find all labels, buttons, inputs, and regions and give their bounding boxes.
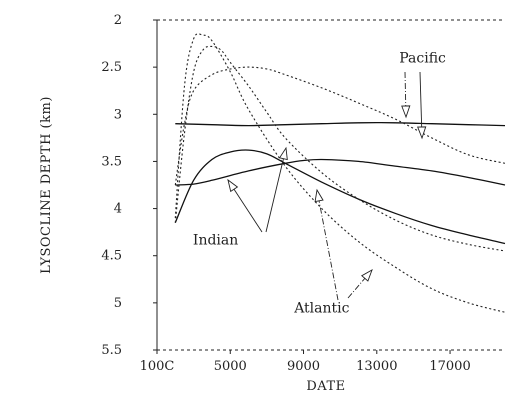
y-axis-ticks: 2 2.5 3 3.5 4 4.5 5 5.5	[101, 13, 157, 358]
series-atlantic-dotted	[174, 33, 506, 313]
plot-frame	[156, 19, 505, 351]
y-tick-label: 3	[114, 107, 122, 122]
y-axis-title: LYSOCLINE DEPTH (km)	[39, 96, 54, 274]
leader-line	[265, 147, 287, 233]
leader-line	[316, 189, 339, 301]
annotation-indian: Indian	[193, 232, 238, 248]
arrow-head	[227, 178, 239, 193]
annotation-atlantic: Atlantic	[293, 300, 349, 316]
x-tick-label: 17000	[429, 359, 470, 374]
x-axis-title: DATE	[306, 379, 345, 394]
annotation-pacific: Pacific	[399, 50, 446, 66]
arrow-head	[401, 105, 411, 119]
series-indian-dotted	[174, 45, 506, 252]
arrow-head	[361, 269, 373, 282]
y-tick-label: 4.5	[101, 249, 122, 264]
y-tick-label: 5.5	[101, 343, 122, 358]
y-tick-label: 2	[114, 13, 122, 28]
y-tick-label: 2.5	[101, 60, 122, 75]
series-indian-solid	[174, 149, 506, 245]
arrow-head	[314, 188, 324, 203]
y-tick-label: 5	[114, 296, 122, 311]
series-pacific-solid	[175, 122, 506, 127]
y-tick-label: 4	[114, 202, 122, 217]
arrows-layer	[227, 71, 427, 301]
arrow-head	[278, 146, 288, 161]
arrow-head	[417, 126, 427, 140]
series-layer	[174, 33, 506, 313]
series-pacific-dotted	[174, 66, 506, 186]
annotations-layer: Pacific Indian Atlantic	[193, 50, 446, 316]
y-tick-label: 3.5	[101, 154, 122, 169]
x-tick-label: 5000	[214, 359, 247, 374]
x-axis-ticks: 100C 5000 9000 13000 17000	[140, 350, 471, 374]
x-tick-label: 13000	[356, 359, 397, 374]
x-tick-label: 100C	[140, 359, 175, 374]
series-atlantic-solid	[175, 158, 506, 186]
x-tick-label: 9000	[287, 359, 320, 374]
